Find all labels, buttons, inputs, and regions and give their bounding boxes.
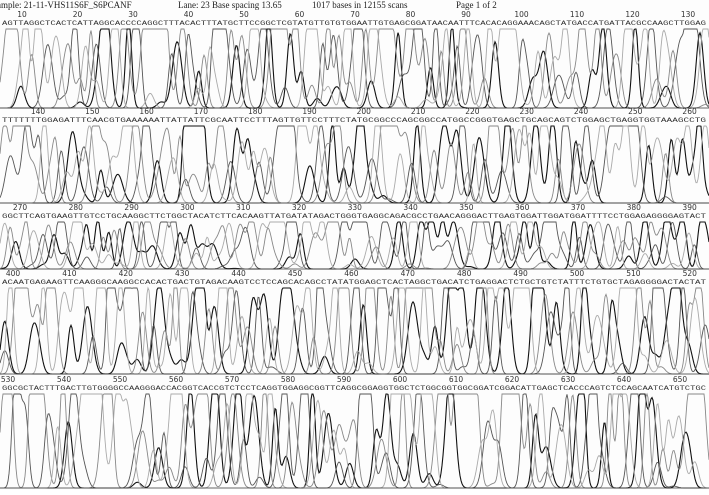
base-sequence: AGTTAGGCTCACTCATTAGGCACCCCAGGCTTTACACTTT…: [2, 20, 706, 27]
position-label: 460: [344, 269, 359, 278]
position-label: 270: [13, 203, 28, 212]
position-label: 310: [236, 203, 251, 212]
position-label: 570: [225, 375, 240, 384]
position-label: 100: [514, 10, 529, 19]
sample-name: Sample: 21-11-VHS11S6F_S6PCANF: [0, 0, 132, 10]
base-sequence: GGCTTCAGTGAAGTTGTCCTGCAAGGCTTCTGGCTACATC…: [2, 213, 706, 220]
position-label: 330: [348, 203, 363, 212]
position-label: 30: [128, 10, 138, 19]
position-label: 290: [124, 203, 139, 212]
position-label: 190: [302, 107, 317, 116]
position-label: 70: [350, 10, 360, 19]
position-label: 520: [683, 269, 698, 278]
position-label: 500: [570, 269, 585, 278]
position-label: 40: [184, 10, 194, 19]
position-label: 90: [461, 10, 471, 19]
position-label: 170: [194, 107, 209, 116]
position-label: 590: [337, 375, 352, 384]
page-number: Page 1 of 2: [456, 0, 497, 10]
position-label: 400: [6, 269, 21, 278]
position-label: 410: [62, 269, 77, 278]
position-label: 650: [673, 375, 688, 384]
position-label: 640: [617, 375, 632, 384]
position-label: 150: [85, 107, 100, 116]
bases-info: 1017 bases in 12155 scans: [312, 0, 408, 10]
position-label: 490: [513, 269, 528, 278]
position-label: 510: [626, 269, 641, 278]
position-label: 260: [682, 107, 697, 116]
position-label: 210: [411, 107, 426, 116]
position-label: 620: [505, 375, 520, 384]
position-label: 140: [31, 107, 46, 116]
position-label: 280: [69, 203, 84, 212]
base-sequence: TTTTTTTGGAGATTTCAACGTGAAAAAATTATTATTCGCA…: [2, 117, 706, 124]
position-label: 350: [459, 203, 474, 212]
position-label: 340: [403, 203, 418, 212]
position-label: 390: [682, 203, 697, 212]
position-label: 480: [457, 269, 472, 278]
position-label: 10: [17, 10, 27, 19]
position-label: 60: [295, 10, 305, 19]
position-label: 580: [281, 375, 296, 384]
position-label: 430: [175, 269, 190, 278]
position-label: 180: [248, 107, 263, 116]
position-label: 540: [57, 375, 72, 384]
position-label: 560: [169, 375, 184, 384]
base-sequence: GGCGCTACTTTGACTTGTGGGGCCAAGGGACCACGGTCAC…: [2, 385, 706, 392]
position-label: 380: [627, 203, 642, 212]
lane-info: Lane: 23 Base spacing 13.65: [178, 0, 282, 10]
position-label: 550: [113, 375, 128, 384]
position-label: 360: [515, 203, 530, 212]
position-label: 610: [449, 375, 464, 384]
position-label: 160: [139, 107, 154, 116]
position-label: 370: [571, 203, 586, 212]
position-label: 80: [406, 10, 416, 19]
position-label: 130: [681, 10, 696, 19]
position-label: 50: [239, 10, 249, 19]
position-label: 530: [1, 375, 16, 384]
position-label: 300: [180, 203, 195, 212]
position-label: 630: [561, 375, 576, 384]
page: Sample: 21-11-VHS11S6F_S6PCANF Lane: 23 …: [0, 0, 709, 490]
position-label: 450: [288, 269, 303, 278]
base-sequence: ACAATGAGAAGTTCAAGGGCAAGGCCACACTGACTGTAGA…: [2, 279, 706, 286]
position-label: 200: [357, 107, 372, 116]
position-label: 600: [393, 375, 408, 384]
position-label: 120: [625, 10, 640, 19]
position-label: 20: [73, 10, 83, 19]
position-label: 240: [574, 107, 589, 116]
chromatogram: Sample: 21-11-VHS11S6F_S6PCANF Lane: 23 …: [0, 0, 709, 490]
position-label: 440: [231, 269, 246, 278]
position-label: 110: [570, 10, 585, 19]
position-label: 470: [401, 269, 416, 278]
position-label: 220: [465, 107, 480, 116]
position-label: 250: [628, 107, 643, 116]
position-label: 320: [292, 203, 307, 212]
position-label: 230: [520, 107, 535, 116]
position-label: 420: [119, 269, 134, 278]
